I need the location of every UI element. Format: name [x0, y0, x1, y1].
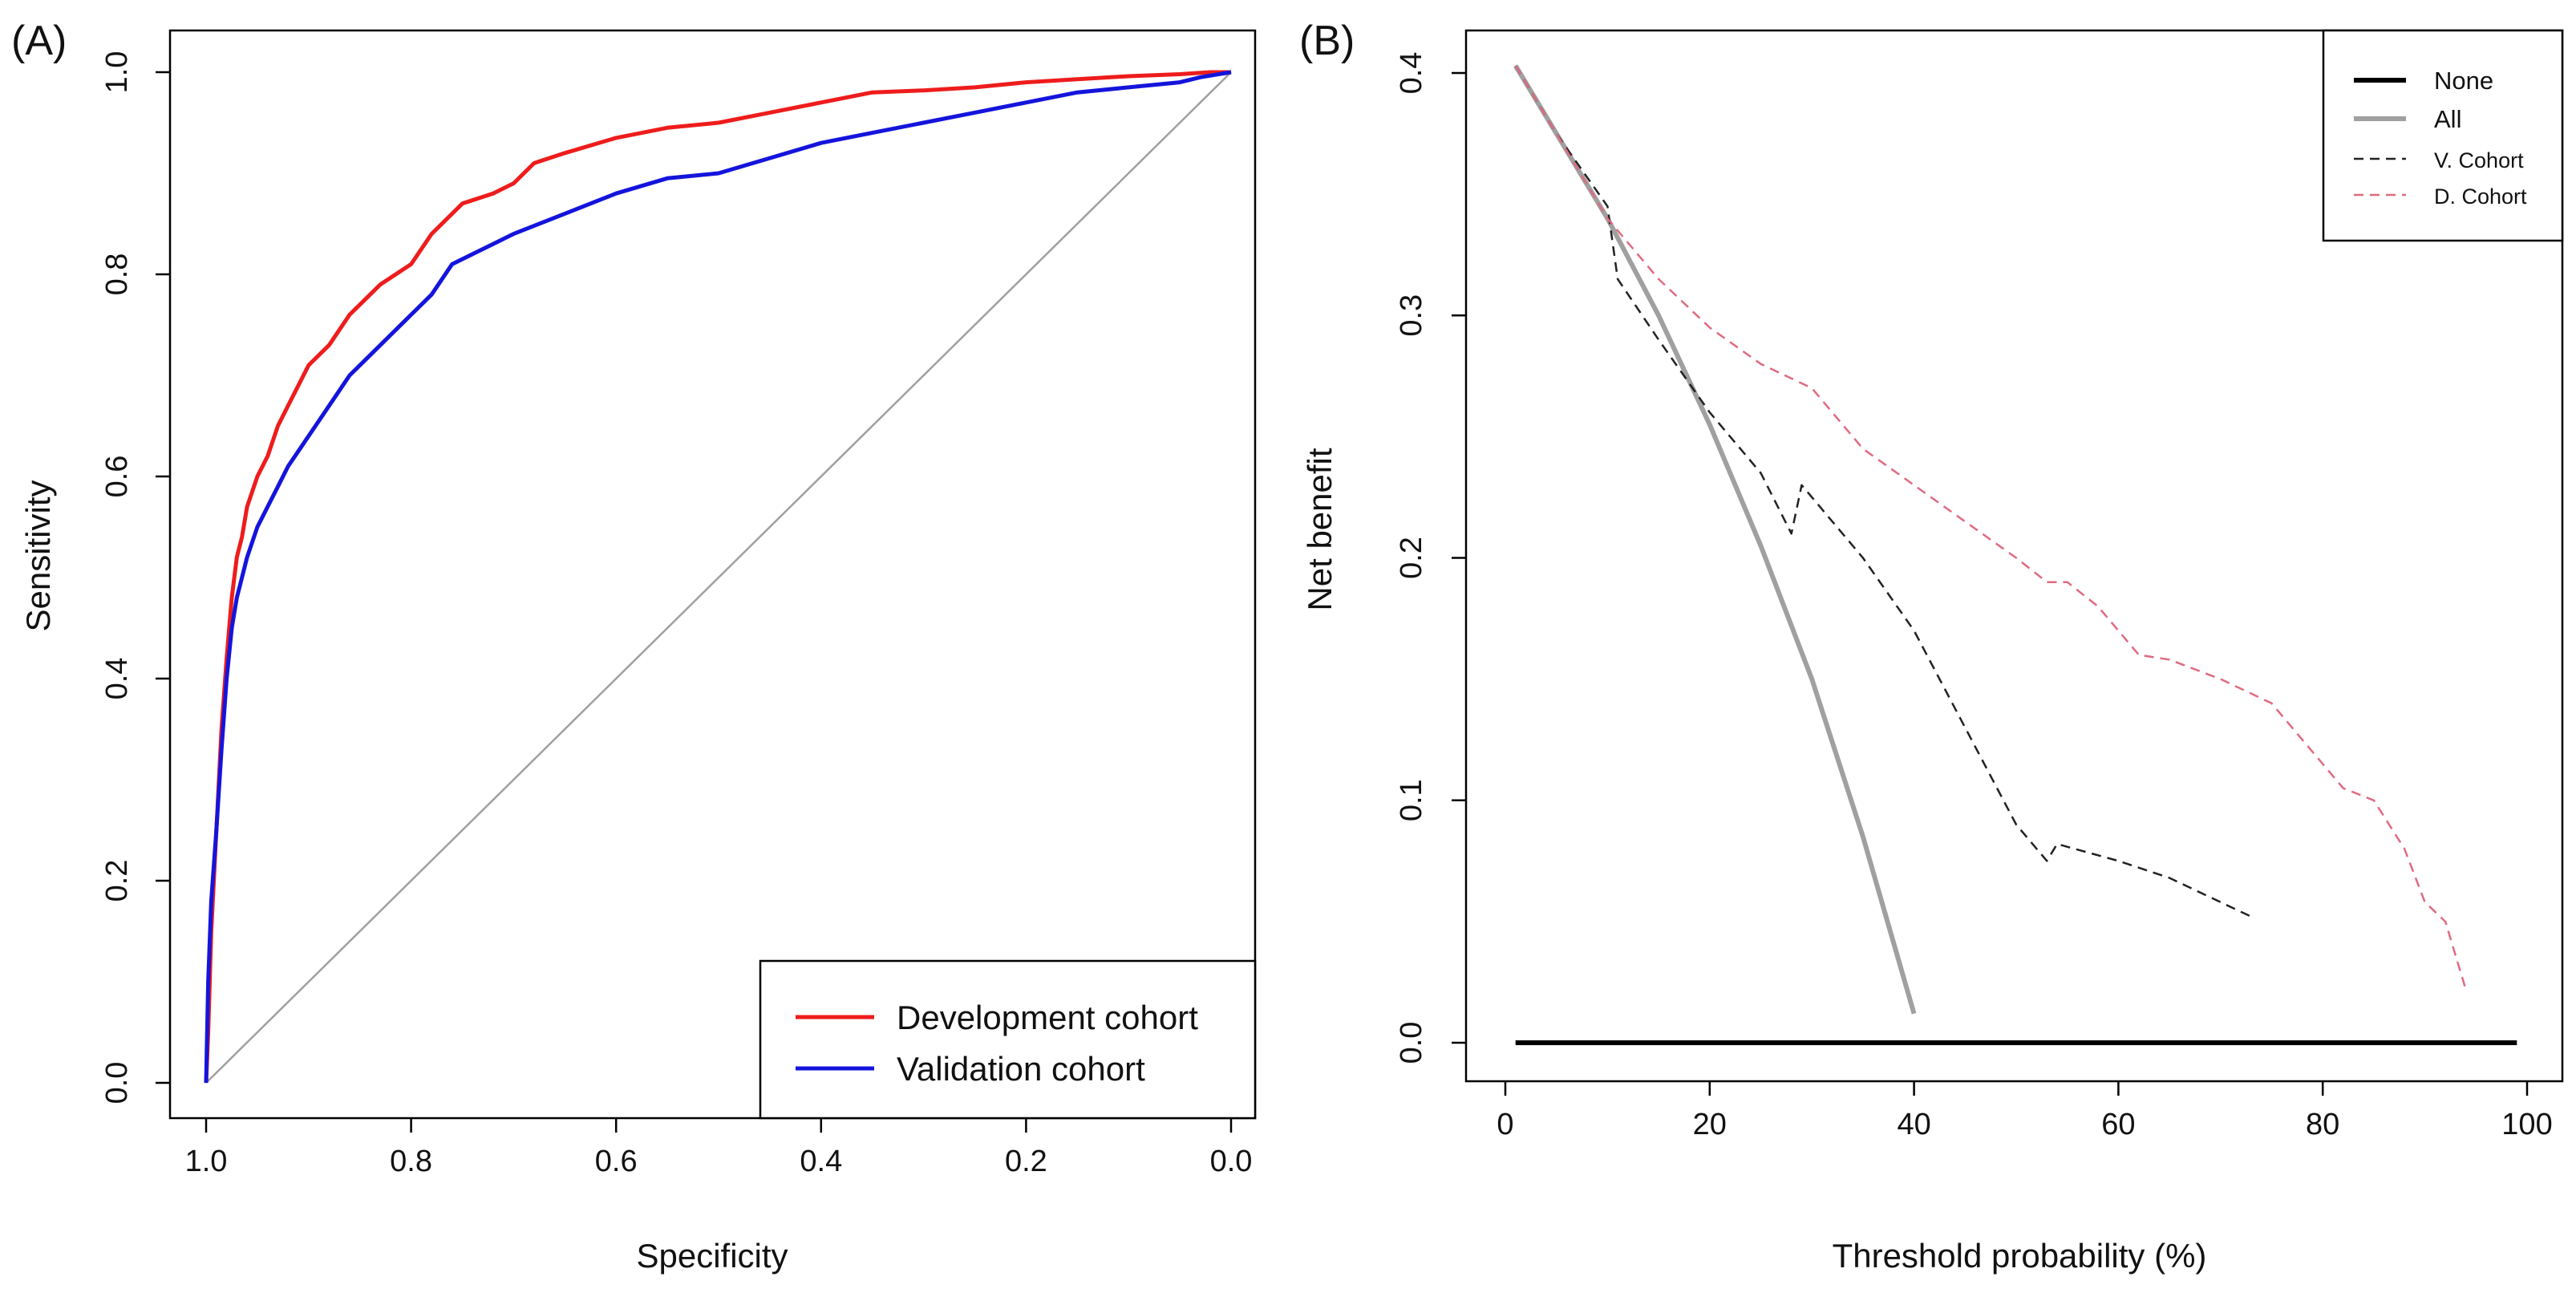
panel-a-y-axis: 0.0 0.2 0.4 0.6 0.8 1.0 [100, 51, 170, 1105]
panel-a-legend: Development cohort Validation cohort [759, 959, 1257, 1120]
panel-b-x-tick-label: 40 [1897, 1108, 1930, 1141]
panel-b-y-axis-title: Net benefit [1301, 448, 1339, 610]
panel-a-legend-box [759, 959, 1257, 1120]
panel-b-y-tick-label: 0.4 [1395, 52, 1428, 95]
panel-a-x-tick-label: 0.8 [390, 1145, 432, 1178]
panel-a-x-tick-label: 0.6 [595, 1145, 638, 1178]
panel-a-y-axis-title: Sensitivity [19, 480, 57, 631]
panel-b-label: (B) [1299, 18, 1355, 64]
panel-b-decision-curve-chart: (B) 0 20 40 60 80 100 0.0 0.1 0.2 0.3 0.4 Thresho… [1299, 18, 2564, 1275]
panel-a-y-tick-label: 0.0 [100, 1062, 134, 1105]
panel-b-legend-label-v-cohort: V. Cohort [2434, 148, 2524, 172]
panel-a-y-tick-label: 0.2 [100, 860, 134, 902]
panel-a-x-axis: 1.0 0.8 0.6 0.4 0.2 0.0 [185, 1118, 1253, 1178]
panel-b-legend-label-none: None [2434, 67, 2493, 95]
panel-b-y-tick-label: 0.3 [1395, 294, 1428, 337]
panel-a-legend-label-validation-cohort: Validation cohort [897, 1050, 1145, 1088]
panel-b-x-tick-label: 80 [2306, 1108, 2339, 1141]
panel-b-x-tick-label: 100 [2501, 1108, 2552, 1141]
panel-b-x-axis: 0 20 40 60 80 100 [1497, 1081, 2553, 1141]
panel-a-x-tick-label: 0.2 [1005, 1145, 1047, 1178]
panel-b-y-tick-label: 0.1 [1395, 779, 1428, 821]
panel-a-chance-diagonal-line [205, 71, 1232, 1084]
panel-a-y-tick-label: 0.8 [100, 253, 134, 296]
panel-b-legend: None All V. Cohort D. Cohort [2322, 29, 2564, 242]
panel-a-y-tick-label: 1.0 [100, 51, 134, 94]
panel-a-x-tick-label: 0.0 [1210, 1145, 1253, 1178]
panel-a-plot-frame [168, 29, 1257, 1120]
panel-a-x-axis-title: Specificity [636, 1237, 788, 1275]
panel-b-legend-box [2322, 29, 2564, 242]
panel-b-series-d-cohort-line [1514, 65, 2467, 990]
panel-a-y-tick-label: 0.4 [100, 658, 134, 700]
panel-b-x-tick-label: 20 [1693, 1108, 1727, 1141]
panel-a-x-tick-label: 1.0 [185, 1145, 228, 1178]
panel-b-x-tick-label: 0 [1497, 1108, 1513, 1141]
panel-b-x-axis-title: Threshold probability (%) [1833, 1237, 2207, 1275]
panel-b-y-tick-label: 0.0 [1395, 1022, 1428, 1064]
panel-a-x-tick-label: 0.4 [800, 1145, 842, 1178]
panel-a-series-validation-cohort-line [204, 70, 1232, 1084]
panel-b-y-axis: 0.0 0.1 0.2 0.3 0.4 [1395, 52, 1466, 1064]
panel-a-legend-label-development-cohort: Development cohort [897, 999, 1198, 1036]
panel-b-plot-frame [1464, 29, 2564, 1083]
panel-a-roc-chart: (A) 1.0 0.8 0.6 0.4 0.2 0.0 0.00.20.40.60.81.… [11, 18, 1257, 1275]
panel-b-x-tick-label: 60 [2101, 1108, 2135, 1141]
panel-a-series-development-cohort-line [204, 70, 1231, 1084]
panel-b-y-tick-label: 0.2 [1395, 537, 1428, 579]
panel-b-legend-label-all: All [2434, 105, 2461, 133]
panel-b-series-v-cohort-line [1514, 65, 2252, 918]
panel-a-label: (A) [11, 18, 67, 64]
panel-b-legend-label-d-cohort: D. Cohort [2434, 184, 2527, 209]
panel-a-y-tick-label: 0.6 [100, 456, 134, 498]
